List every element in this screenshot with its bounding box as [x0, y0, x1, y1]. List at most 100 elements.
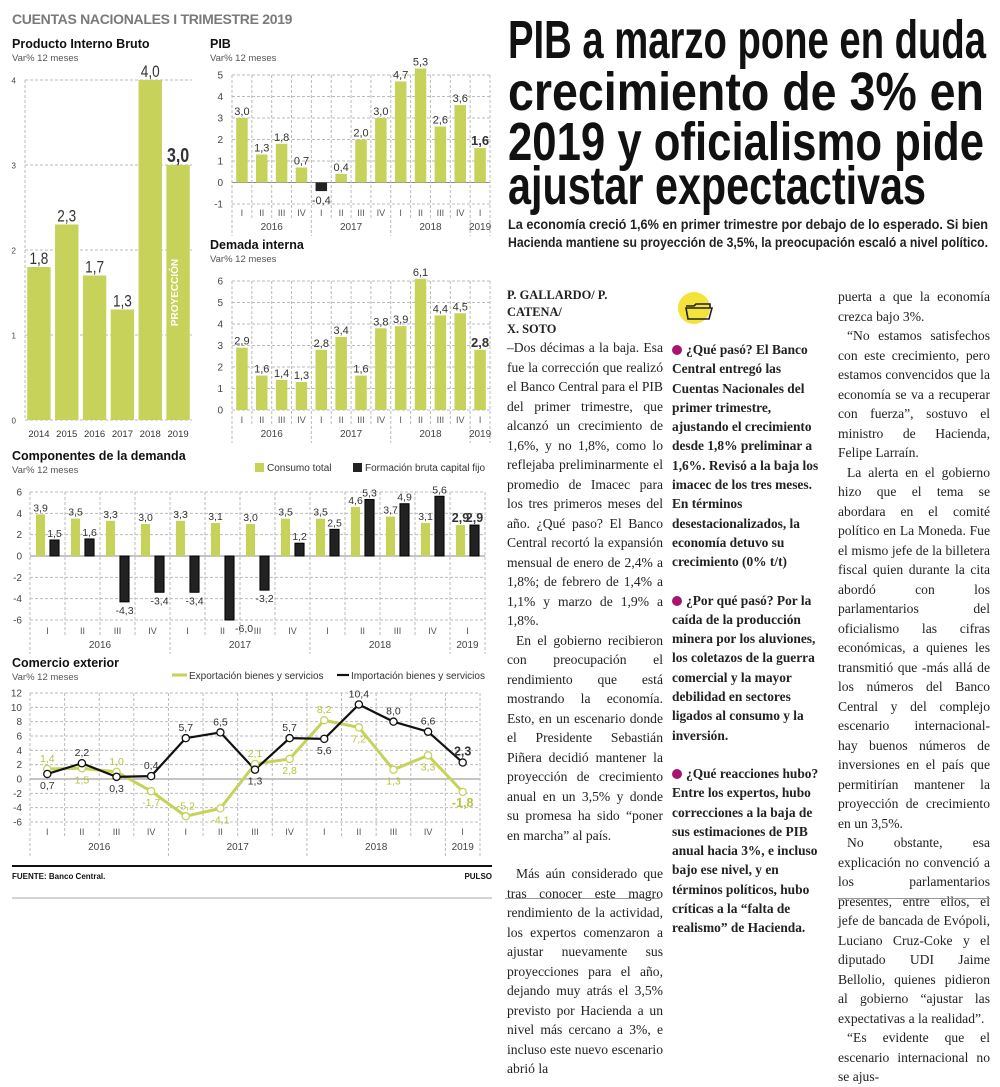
bar-value-label: 1,7 — [85, 258, 104, 277]
point-value-label: 3,3 — [421, 761, 436, 773]
y-tick-label: 4 — [217, 320, 223, 331]
data-point — [389, 717, 398, 726]
x-tick-label: 2019 — [168, 429, 189, 440]
bar — [110, 309, 135, 420]
y-tick-label: 3 — [217, 114, 223, 125]
chart-0: Producto Interno Bruto Var% 12 meses 0 1 2 3 4… — [12, 37, 192, 440]
bar-value-label: 3,0 — [234, 106, 249, 118]
year-label: 2017 — [227, 842, 250, 853]
chart-title: PIB — [210, 37, 231, 51]
bar-value-label: -0,4 — [312, 195, 331, 207]
year-label: 2016 — [261, 429, 284, 440]
article-column-2-summary: ¿Qué pasó? El Banco Central entregó las … — [672, 287, 830, 957]
bar — [295, 382, 308, 410]
quarter-label: I — [326, 626, 329, 636]
quarter-label: IV — [377, 208, 386, 218]
quarter-label: IV — [297, 208, 306, 218]
paragraph: puerta a que la economía crezca bajo 3%. — [838, 289, 990, 324]
data-point — [250, 765, 260, 774]
bar-capital — [154, 555, 165, 593]
y-tick-label: -4 — [13, 594, 22, 605]
data-point — [423, 727, 433, 736]
x-tick-label: 2014 — [28, 429, 49, 440]
year-label: 2019 — [452, 842, 475, 853]
quarter-label: II — [339, 415, 344, 425]
quarter-label: IV — [297, 415, 306, 425]
bar-consumo — [350, 506, 361, 556]
bar-value-label: 4,9 — [397, 492, 412, 504]
quarter-label: II — [356, 827, 361, 837]
quarter-label: IV — [147, 827, 156, 837]
bar-capital — [294, 542, 305, 557]
quarter-label: IV — [148, 626, 157, 636]
bar-value-label: 1,4 — [274, 368, 289, 380]
point-value-label: 6,6 — [421, 716, 436, 728]
data-point — [181, 812, 191, 821]
bar-value-label: 3,0 — [243, 512, 258, 524]
quarter-label: I — [320, 415, 323, 425]
bar-value-label: -3,4 — [185, 595, 203, 607]
chart-title: Producto Interno Bruto — [12, 37, 150, 51]
data-point — [146, 771, 156, 781]
y-tick-label: 1 — [12, 332, 17, 341]
bar — [355, 375, 367, 410]
quarter-label: IV — [288, 626, 297, 636]
bar — [355, 139, 367, 183]
bar-value-label: 2,9 — [234, 336, 249, 348]
legend-label: Importación bienes y servicios — [351, 671, 485, 682]
bar-value-label: -6,0 — [235, 623, 253, 635]
deck-line-1: La economía creció 1,6% en primer trimes… — [508, 217, 988, 232]
quarter-label: III — [390, 827, 398, 837]
y-tick-label: 3 — [12, 162, 17, 171]
bullet-lead: ¿Qué pasó? — [686, 342, 753, 357]
bar-value-label: 3,0 — [373, 106, 388, 118]
quarter-label: IV — [456, 208, 465, 218]
bar-value-label: 2,5 — [327, 517, 342, 529]
quarter-label: II — [339, 208, 344, 218]
x-tick-label: 2017 — [112, 429, 133, 440]
x-tick-label: 2018 — [140, 429, 161, 440]
bar — [394, 326, 407, 410]
y-tick-label: 2 — [217, 135, 223, 146]
data-point — [285, 754, 294, 764]
y-tick-label: -4 — [13, 803, 22, 814]
quarter-label: IV — [285, 827, 294, 837]
point-value-label: 5,7 — [178, 722, 193, 734]
quarter-label: III — [278, 415, 286, 425]
bar-value-label: 2,8 — [314, 338, 329, 350]
data-point — [319, 734, 329, 744]
bar-value-label: 3,5 — [313, 507, 328, 519]
bar-capital — [189, 555, 200, 593]
data-point — [458, 758, 467, 767]
paragraph: –Dos décimas a la baja. Esa fue la corre… — [507, 340, 663, 628]
bar-value-label: 3,1 — [208, 511, 223, 523]
byline-line: X. SOTO — [507, 322, 557, 336]
y-tick-label: 6 — [217, 277, 223, 288]
bar-value-label: 1,3 — [254, 143, 269, 155]
bar-value-label: 1,2 — [292, 531, 307, 543]
quarter-label: III — [357, 415, 365, 425]
projection-label: PROYECCIÓN — [168, 259, 181, 326]
bar-consumo — [35, 514, 46, 556]
year-label: 2018 — [365, 842, 388, 853]
bar-consumo — [140, 524, 151, 556]
bar-value-label: 2,8 — [471, 335, 489, 350]
infographic-panel: CUENTAS NACIONALES I TRIMESTRE 2019 Produ… — [11, 11, 492, 899]
bar — [236, 118, 248, 183]
bullet-dot-icon — [672, 768, 682, 779]
point-value-label: 1,4 — [40, 753, 55, 765]
year-label: 2016 — [89, 640, 112, 651]
bar-value-label: 1,6 — [82, 527, 97, 539]
legend-swatch-capital — [353, 463, 362, 472]
point-value-label: -5,2 — [177, 800, 195, 812]
bar-consumo — [385, 516, 396, 556]
y-tick-label: 0 — [12, 417, 17, 426]
brand-label: PULSO — [464, 872, 492, 881]
bar-value-label: 3,1 — [418, 511, 433, 523]
bar — [474, 349, 486, 410]
headline-block: PIB a marzo pone en duda crecimiento de … — [508, 10, 988, 250]
data-point — [112, 772, 121, 782]
y-tick-label: 4 — [16, 746, 22, 757]
bar — [236, 347, 248, 410]
point-value-label: 5,6 — [317, 745, 332, 757]
